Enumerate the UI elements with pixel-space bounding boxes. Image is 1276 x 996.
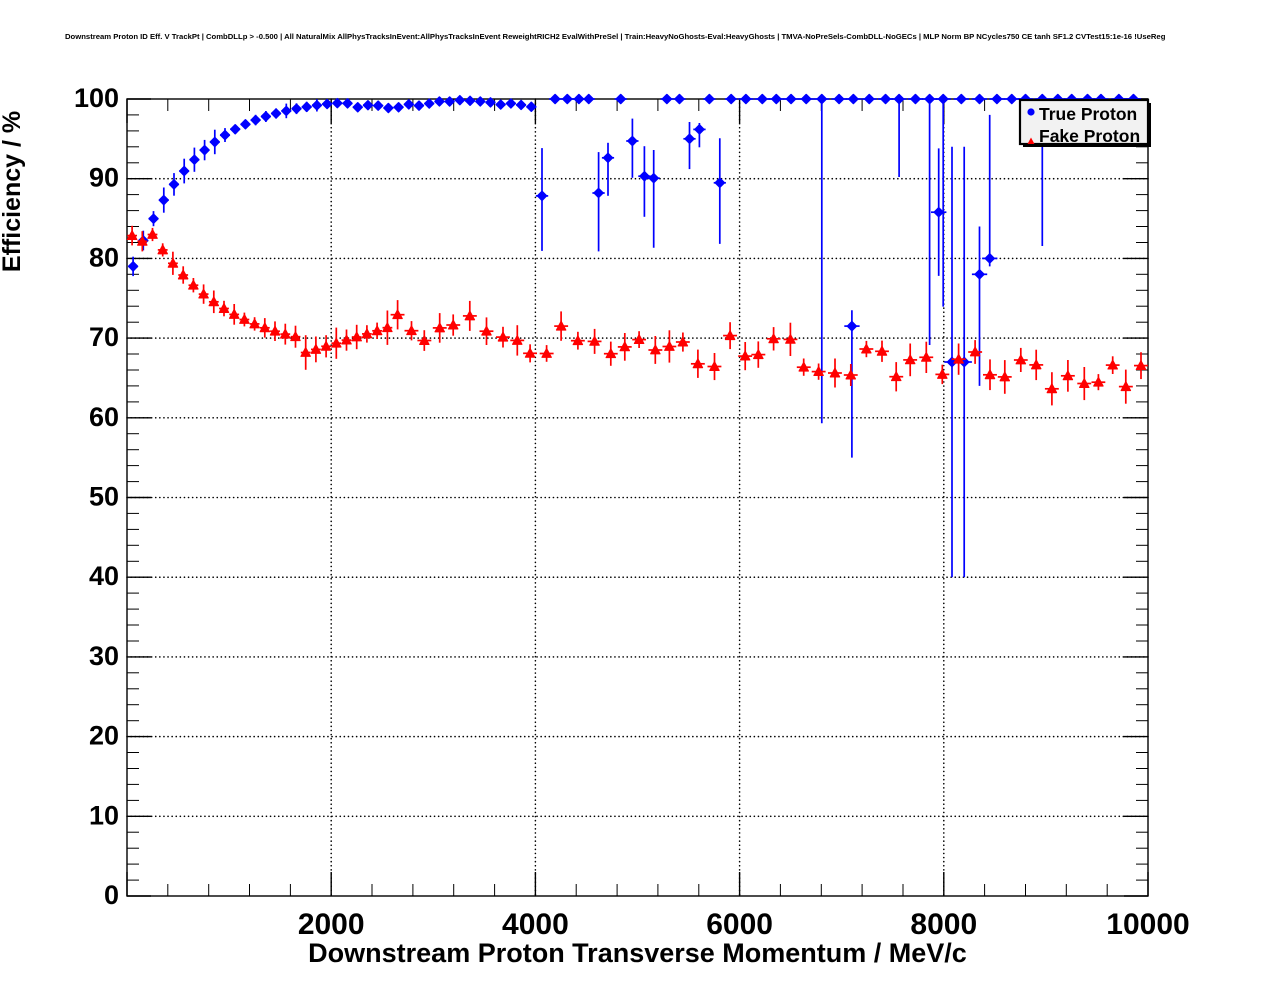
svg-text:6000: 6000 [706,908,773,941]
svg-text:8000: 8000 [910,908,977,941]
svg-text:Fake Proton: Fake Proton [1039,126,1140,146]
svg-text:20: 20 [89,721,119,751]
svg-text:90: 90 [89,163,119,193]
svg-text:60: 60 [89,402,119,432]
svg-text:70: 70 [89,322,119,352]
svg-text:10: 10 [89,800,119,830]
svg-text:2000: 2000 [298,908,365,941]
svg-text:50: 50 [89,482,119,512]
svg-text:Downstream Proton Transverse M: Downstream Proton Transverse Momentum / … [308,938,967,968]
svg-text:Efficiency / %: Efficiency / % [0,111,26,272]
svg-text:80: 80 [89,242,119,272]
svg-text:40: 40 [89,561,119,591]
svg-text:4000: 4000 [502,908,569,941]
svg-text:100: 100 [74,83,119,113]
svg-text:True Proton: True Proton [1039,104,1137,124]
svg-text:30: 30 [89,641,119,671]
svg-text:10000: 10000 [1106,908,1189,941]
svg-text:Downstream Proton ID Eff. V Tr: Downstream Proton ID Eff. V TrackPt | Co… [65,32,1166,41]
svg-text:0: 0 [104,880,119,910]
